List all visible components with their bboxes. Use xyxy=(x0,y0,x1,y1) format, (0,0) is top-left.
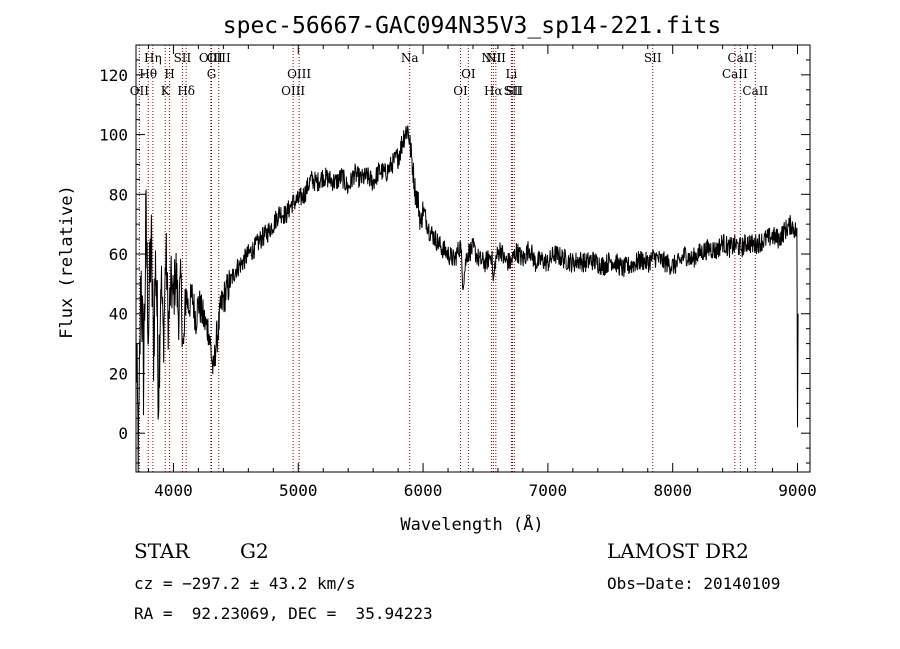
x-tick-label-7000: 7000 xyxy=(529,481,568,500)
plot-frame xyxy=(135,44,811,473)
line-label-23: CaII xyxy=(727,51,753,65)
line-label-22: CaII xyxy=(722,67,748,81)
object-subclass: G2 xyxy=(240,539,269,563)
line-label-3: K xyxy=(161,84,171,98)
spectral-line-labels: OIIHθHηKHSIIHδOIIIGOIIIOIIIOIIINaOIOINII… xyxy=(130,51,769,98)
chart-title: spec-56667-GAC094N35V3_sp14-221.fits xyxy=(223,13,722,39)
x-tick-label-6000: 6000 xyxy=(404,481,443,500)
survey-name: LAMOST DR2 xyxy=(607,539,749,563)
y-axis-label: Flux (relative) xyxy=(57,185,77,339)
line-label-0: OII xyxy=(130,84,150,98)
spectral-line-markers xyxy=(138,45,756,472)
line-label-15: NII xyxy=(481,51,501,65)
y-tick-label-20: 20 xyxy=(109,364,128,383)
y-tick-label-60: 60 xyxy=(109,245,128,264)
object-class: STAR xyxy=(134,539,190,563)
y-tick-label-100: 100 xyxy=(99,126,128,145)
line-label-10: OIII xyxy=(281,84,305,98)
line-label-2: Hη xyxy=(144,51,162,65)
line-label-7: OIII xyxy=(199,51,223,65)
line-label-8: G xyxy=(207,67,217,81)
line-label-19: SII xyxy=(504,84,522,98)
x-tick-label-9000: 9000 xyxy=(778,481,817,500)
line-label-1: Hθ xyxy=(139,67,157,81)
x-tick-label-5000: 5000 xyxy=(279,481,318,500)
line-label-14: OI xyxy=(461,67,476,81)
line-label-18: Li xyxy=(506,67,518,81)
y-axis-ticks: 0 20 40 60 80 100 120 xyxy=(99,44,810,464)
x-tick-label-4000: 4000 xyxy=(154,481,193,500)
spectrum-line xyxy=(135,124,799,473)
line-label-24: CaII xyxy=(742,84,768,98)
line-label-6: Hδ xyxy=(177,84,195,98)
x-axis-ticks: 4000 5000 6000 7000 8000 9000 xyxy=(147,45,817,500)
line-label-13: OI xyxy=(453,84,468,98)
line-label-11: OIII xyxy=(287,67,311,81)
y-tick-label-120: 120 xyxy=(99,66,128,85)
line-label-9: OIII xyxy=(207,51,231,65)
y-tick-label-80: 80 xyxy=(109,185,128,204)
line-label-12: Na xyxy=(401,51,419,65)
line-label-21: SII xyxy=(644,51,662,65)
sky-coordinates: RA = 92.23069, DEC = 35.94223 xyxy=(134,604,433,623)
redshift-velocity: cz = −297.2 ± 43.2 km/s xyxy=(134,574,356,593)
x-axis-label: Wavelength (Å) xyxy=(400,513,543,535)
line-label-20: SII xyxy=(505,84,523,98)
y-tick-label-0: 0 xyxy=(118,424,128,443)
x-tick-label-8000: 8000 xyxy=(653,481,692,500)
line-label-17: NII xyxy=(486,51,506,65)
line-label-16: Hα xyxy=(484,84,503,98)
observation-date: Obs−Date: 20140109 xyxy=(607,574,781,593)
line-label-5: SII xyxy=(174,51,192,65)
line-label-4: H xyxy=(164,67,174,81)
y-tick-label-40: 40 xyxy=(109,305,128,324)
